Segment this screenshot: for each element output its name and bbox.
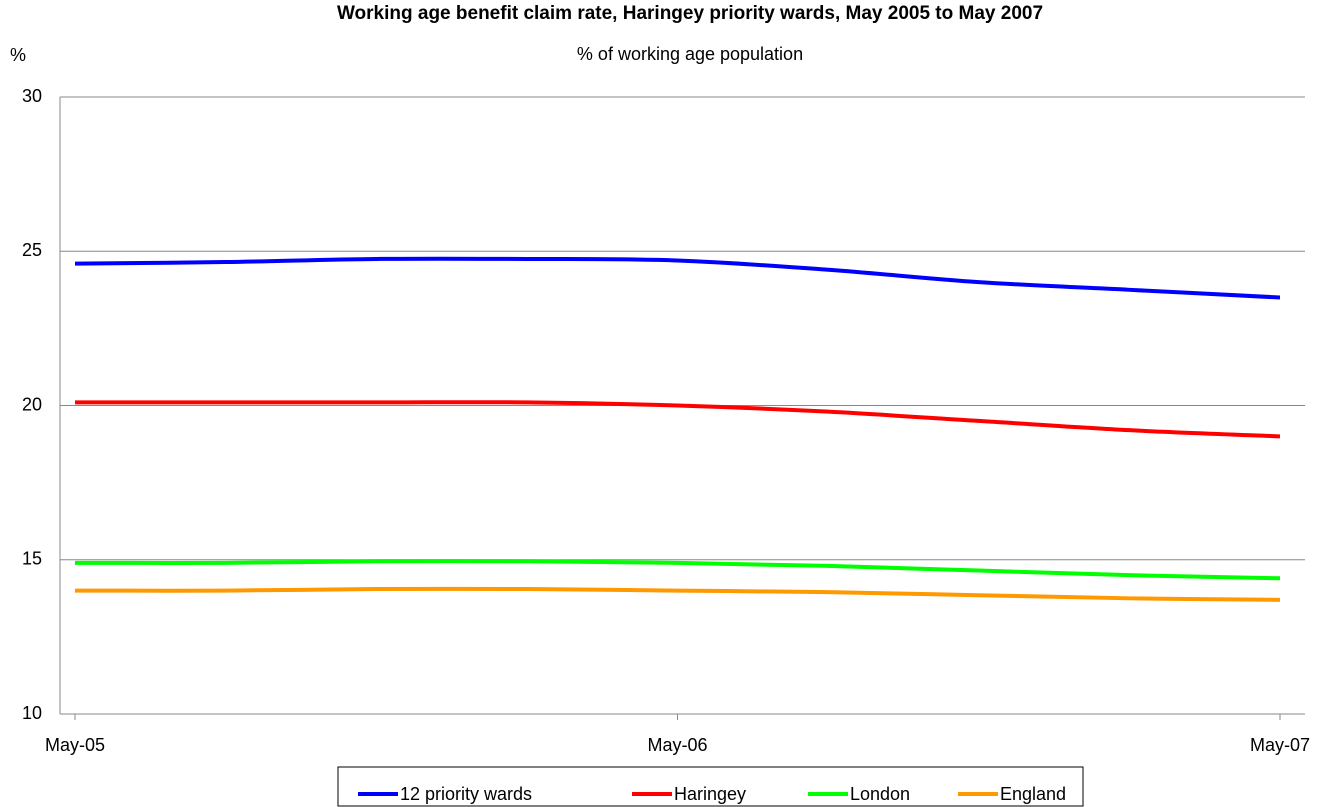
line-series	[74, 256, 1281, 300]
y-tick-label: 10	[22, 703, 42, 723]
legend-label: England	[1000, 784, 1066, 804]
chart-subtitle: % of working age population	[577, 44, 803, 64]
y-tick-label: 25	[22, 240, 42, 260]
legend-label: London	[850, 784, 910, 804]
y-tick-label: 15	[22, 549, 42, 569]
line-series	[74, 559, 1281, 581]
x-tick-label: May-05	[45, 735, 105, 755]
x-tick-label: May-07	[1250, 735, 1310, 755]
line-series	[74, 400, 1281, 439]
x-tick-label: May-06	[647, 735, 707, 755]
y-tick-label: 20	[22, 394, 42, 414]
y-axis-label: %	[10, 45, 26, 65]
chart-title: Working age benefit claim rate, Haringey…	[337, 3, 1043, 24]
legend-box	[337, 766, 1084, 807]
legend-label: Haringey	[674, 784, 746, 804]
y-tick-label: 30	[22, 86, 42, 106]
line-series	[74, 586, 1281, 602]
legend-label: 12 priority wards	[400, 784, 532, 804]
